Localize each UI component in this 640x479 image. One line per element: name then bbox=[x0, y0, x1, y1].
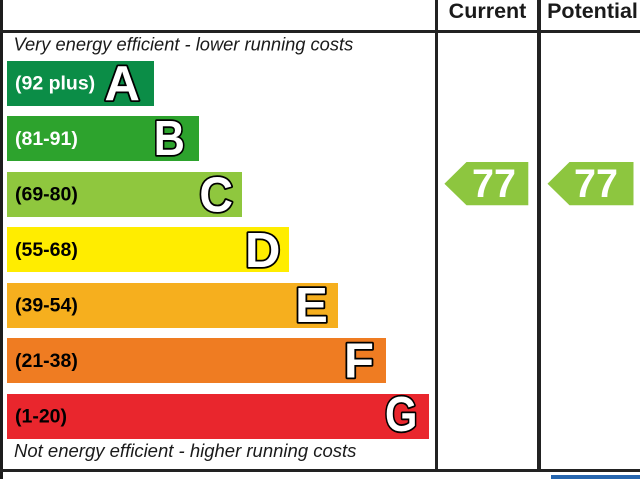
svg-text:D: D bbox=[245, 224, 280, 278]
svg-text:A: A bbox=[105, 57, 140, 111]
svg-text:(21-38): (21-38) bbox=[15, 350, 78, 372]
svg-text:Current: Current bbox=[449, 0, 527, 23]
svg-text:E: E bbox=[295, 279, 328, 333]
svg-text:Potential: Potential bbox=[547, 0, 638, 23]
svg-text:F: F bbox=[344, 335, 374, 389]
svg-text:77: 77 bbox=[574, 162, 618, 206]
svg-text:Very energy efficient - lower: Very energy efficient - lower running co… bbox=[14, 34, 354, 55]
svg-text:(69-80): (69-80) bbox=[15, 184, 78, 206]
svg-text:77: 77 bbox=[472, 162, 516, 206]
svg-text:B: B bbox=[154, 110, 185, 165]
svg-text:G: G bbox=[385, 387, 417, 442]
svg-text:(81-91): (81-91) bbox=[15, 128, 78, 150]
svg-text:(1-20): (1-20) bbox=[15, 406, 67, 428]
svg-text:Not energy efficient - higher: Not energy efficient - higher running co… bbox=[14, 440, 356, 461]
svg-text:(55-68): (55-68) bbox=[15, 239, 78, 261]
svg-text:C: C bbox=[199, 168, 233, 222]
svg-text:(39-54): (39-54) bbox=[15, 295, 78, 317]
svg-text:(92 plus): (92 plus) bbox=[15, 73, 95, 95]
